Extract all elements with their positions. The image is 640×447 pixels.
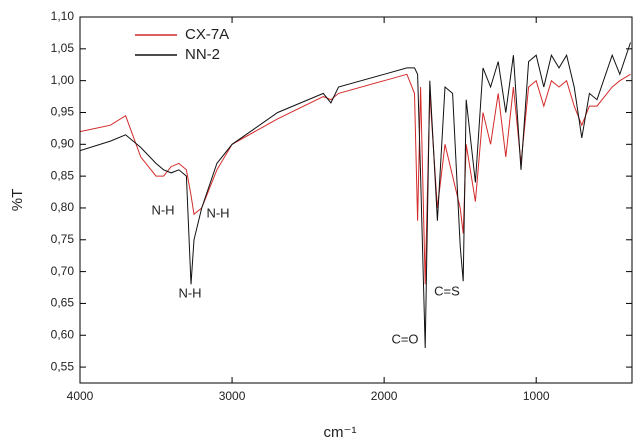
y-axis-label: %T bbox=[9, 189, 26, 212]
spectrum-line bbox=[80, 42, 631, 349]
legend-label: CX-7A bbox=[185, 26, 229, 43]
y-tick-label: 0,85 bbox=[51, 168, 75, 182]
y-tick-label: 0,90 bbox=[51, 136, 75, 150]
y-tick-label: 1,00 bbox=[51, 73, 75, 87]
x-tick-label: 1000 bbox=[523, 389, 550, 403]
y-tick-label: 0,65 bbox=[51, 296, 75, 310]
y-tick-label: 1,10 bbox=[51, 9, 75, 23]
annotation: C=S bbox=[434, 283, 460, 298]
y-tick-label: 0,55 bbox=[51, 359, 75, 373]
legend-label: NN-2 bbox=[185, 46, 220, 63]
y-tick-label: 0,80 bbox=[51, 200, 75, 214]
y-tick-label: 0,60 bbox=[51, 327, 75, 341]
annotation: C=O bbox=[391, 331, 418, 346]
y-tick-label: 0,75 bbox=[51, 232, 75, 246]
y-tick-label: 0,70 bbox=[51, 264, 75, 278]
annotation: N-H bbox=[178, 285, 201, 300]
annotation: N-H bbox=[206, 205, 229, 220]
plot-frame bbox=[79, 16, 633, 384]
spectrum-line bbox=[80, 73, 631, 285]
annotation: N-H bbox=[151, 202, 174, 217]
x-tick-label: 3000 bbox=[219, 389, 246, 403]
x-axis-label: cm⁻¹ bbox=[324, 424, 357, 441]
y-tick-label: 1,05 bbox=[51, 41, 75, 55]
y-tick-label: 0,95 bbox=[51, 105, 75, 119]
x-tick-label: 4000 bbox=[67, 389, 94, 403]
x-tick-label: 2000 bbox=[371, 389, 398, 403]
